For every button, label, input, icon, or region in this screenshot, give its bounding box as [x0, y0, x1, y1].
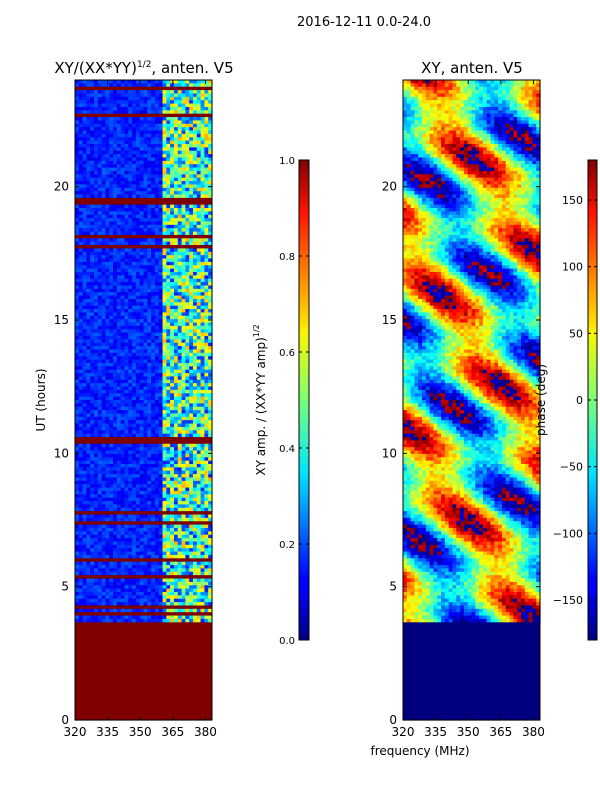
- panel1-heatmap: [75, 80, 213, 721]
- figure: 2016-12-11 0.0-24.0 frequency (MHz) XY/(…: [0, 0, 600, 800]
- panel1-title: XY/(XX*YY)1/2, anten. V5: [54, 59, 233, 77]
- suptitle: 2016-12-11 0.0-24.0: [297, 15, 431, 30]
- x-axis-label: frequency (MHz): [370, 744, 469, 758]
- panel-amplitude: XY/(XX*YY)1/2, anten. V5 320 335 350 365 380…: [34, 59, 234, 739]
